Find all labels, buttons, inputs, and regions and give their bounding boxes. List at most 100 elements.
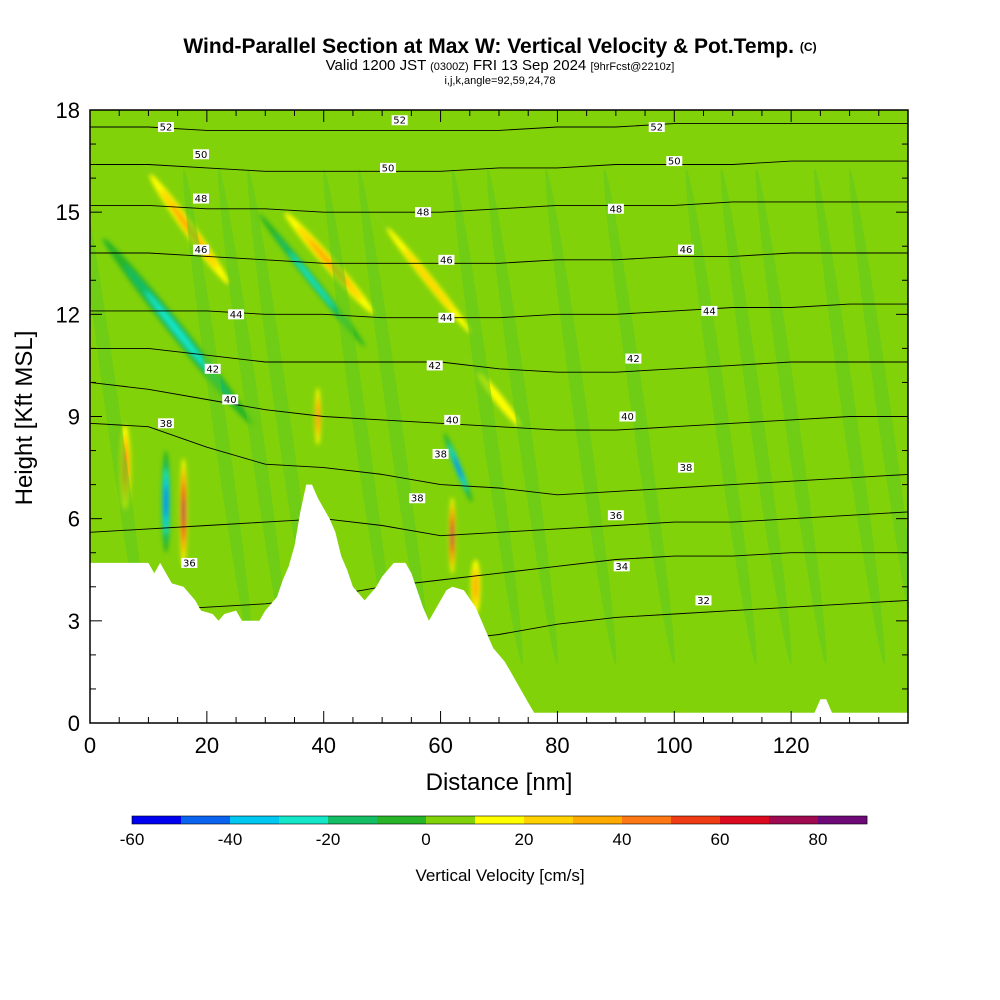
theta-contour-38 [90,422,908,496]
contour-label-text: 52 [650,123,663,134]
colorbar-segment [132,816,182,824]
contour-label-text: 42 [206,364,219,375]
contour-label: 36 [607,510,624,522]
colorbar-segment [230,816,280,824]
contour-label: 38 [432,448,449,460]
field-streak [685,168,757,665]
velocity-band [473,574,478,600]
contour-label-text: 42 [428,361,441,372]
contour-label: 36 [181,557,198,569]
contour-label: 42 [625,353,642,365]
contour-label: 40 [444,414,461,426]
colorbar-tick-label: 20 [515,830,534,849]
field-streak [603,168,675,665]
contour-label-text: 38 [434,449,447,460]
colorbar-segment [622,816,672,824]
colorbar-segment [573,816,623,824]
contour-label: 52 [648,122,665,134]
colorbar-tick-label: 0 [421,830,430,849]
field-streak [451,168,523,665]
colorbar-tick-label: 60 [711,830,730,849]
velocity-field [90,159,908,665]
colorbar-segment [181,816,231,824]
y-tick-label: 3 [68,609,80,634]
velocity-band [164,485,168,518]
terrain-mask [90,484,908,723]
theta-contour-46 [90,252,908,264]
colorbar-tick-label: -60 [120,830,145,849]
contour-label-text: 50 [382,163,395,174]
theta-contour-44 [90,303,908,319]
colorbar-frame [131,815,868,825]
contour-label: 44 [228,309,245,321]
contour-label: 32 [695,595,712,607]
colorbar-tick-label: -20 [316,830,341,849]
velocity-feature-updraft [370,207,488,354]
velocity-band [316,405,319,428]
colorbar: -60 -40 -20 0 20 40 60 80 [120,815,868,849]
x-tick-label: 60 [428,733,452,758]
colorbar-segment [524,816,574,824]
colorbar-segment [279,816,329,824]
colorbar-segment [671,816,721,824]
field-streak [323,168,395,665]
x-tick-label: 0 [84,733,96,758]
contour-label-text: 42 [627,354,640,365]
velocity-band [453,456,463,479]
title-main: Wind-Parallel Section at Max W: Vertical… [183,35,794,58]
contour-label-text: 34 [615,562,628,573]
title-block: Wind-Parallel Section at Max W: Vertical… [0,35,1000,88]
velocity-feature-updraft [314,382,322,451]
contour-label: 50 [379,162,396,174]
velocity-band [451,524,454,547]
contour-label: 48 [415,207,432,219]
colorbar-tick-label: 40 [613,830,632,849]
contour-label-text: 46 [440,255,453,266]
colorbar-label: Vertical Velocity [cm/s] [415,866,584,885]
contour-label-text: 46 [680,245,693,256]
velocity-band [182,496,185,528]
contour-label: 48 [607,203,624,215]
colorbar-segment [818,816,868,824]
grid-indices: i,j,k,angle=92,59,24,78 [444,75,556,87]
contour-label-text: 38 [680,463,693,474]
contour-label: 34 [613,561,630,573]
contour-label-text: 44 [703,306,716,317]
contour-label: 38 [157,418,174,430]
y-tick-label: 18 [56,98,80,123]
contour-label-text: 40 [224,395,237,406]
contour-label: 50 [666,156,683,168]
x-tick-label: 80 [545,733,569,758]
valid-date: FRI 13 Sep 2024 [472,57,587,74]
contour-label-text: 38 [411,494,424,505]
y-tick-label: 12 [56,302,80,327]
contour-label: 52 [157,122,174,134]
contour-label: 38 [409,493,426,505]
contour-label-text: 32 [697,596,710,607]
theta-contour-42 [90,347,908,373]
field-streak [545,168,617,665]
contour-label-text: 40 [621,412,634,423]
contour-label-text: 40 [446,415,459,426]
x-tick-label: 120 [773,733,810,758]
theta-contour-48 [90,201,908,213]
velocity-feature-downdraft [443,432,473,503]
contour-label-text: 50 [195,150,208,161]
contour-label: 38 [677,462,694,474]
colorbar-segment [426,816,476,824]
contour-label: 40 [222,394,239,406]
velocity-feature-updraft [179,452,188,572]
contour-label: 52 [391,115,408,127]
contour-label-text: 52 [160,123,173,134]
x-tick-label: 100 [656,733,693,758]
contour-label: 44 [438,312,455,324]
contour-label: 46 [438,254,455,266]
contour-label-text: 50 [668,157,681,168]
theta-contour-labels: 52 52 52 50 50 50 48 48 48 46 46 46 44 44 44 42 42 42 40 40… [157,115,718,607]
contour-label-text: 38 [160,419,173,430]
valid-prefix: Valid 1200 JST [325,57,426,74]
contour-label: 42 [426,360,443,372]
contour-label: 48 [193,193,210,205]
theta-contour-52 [90,123,908,131]
